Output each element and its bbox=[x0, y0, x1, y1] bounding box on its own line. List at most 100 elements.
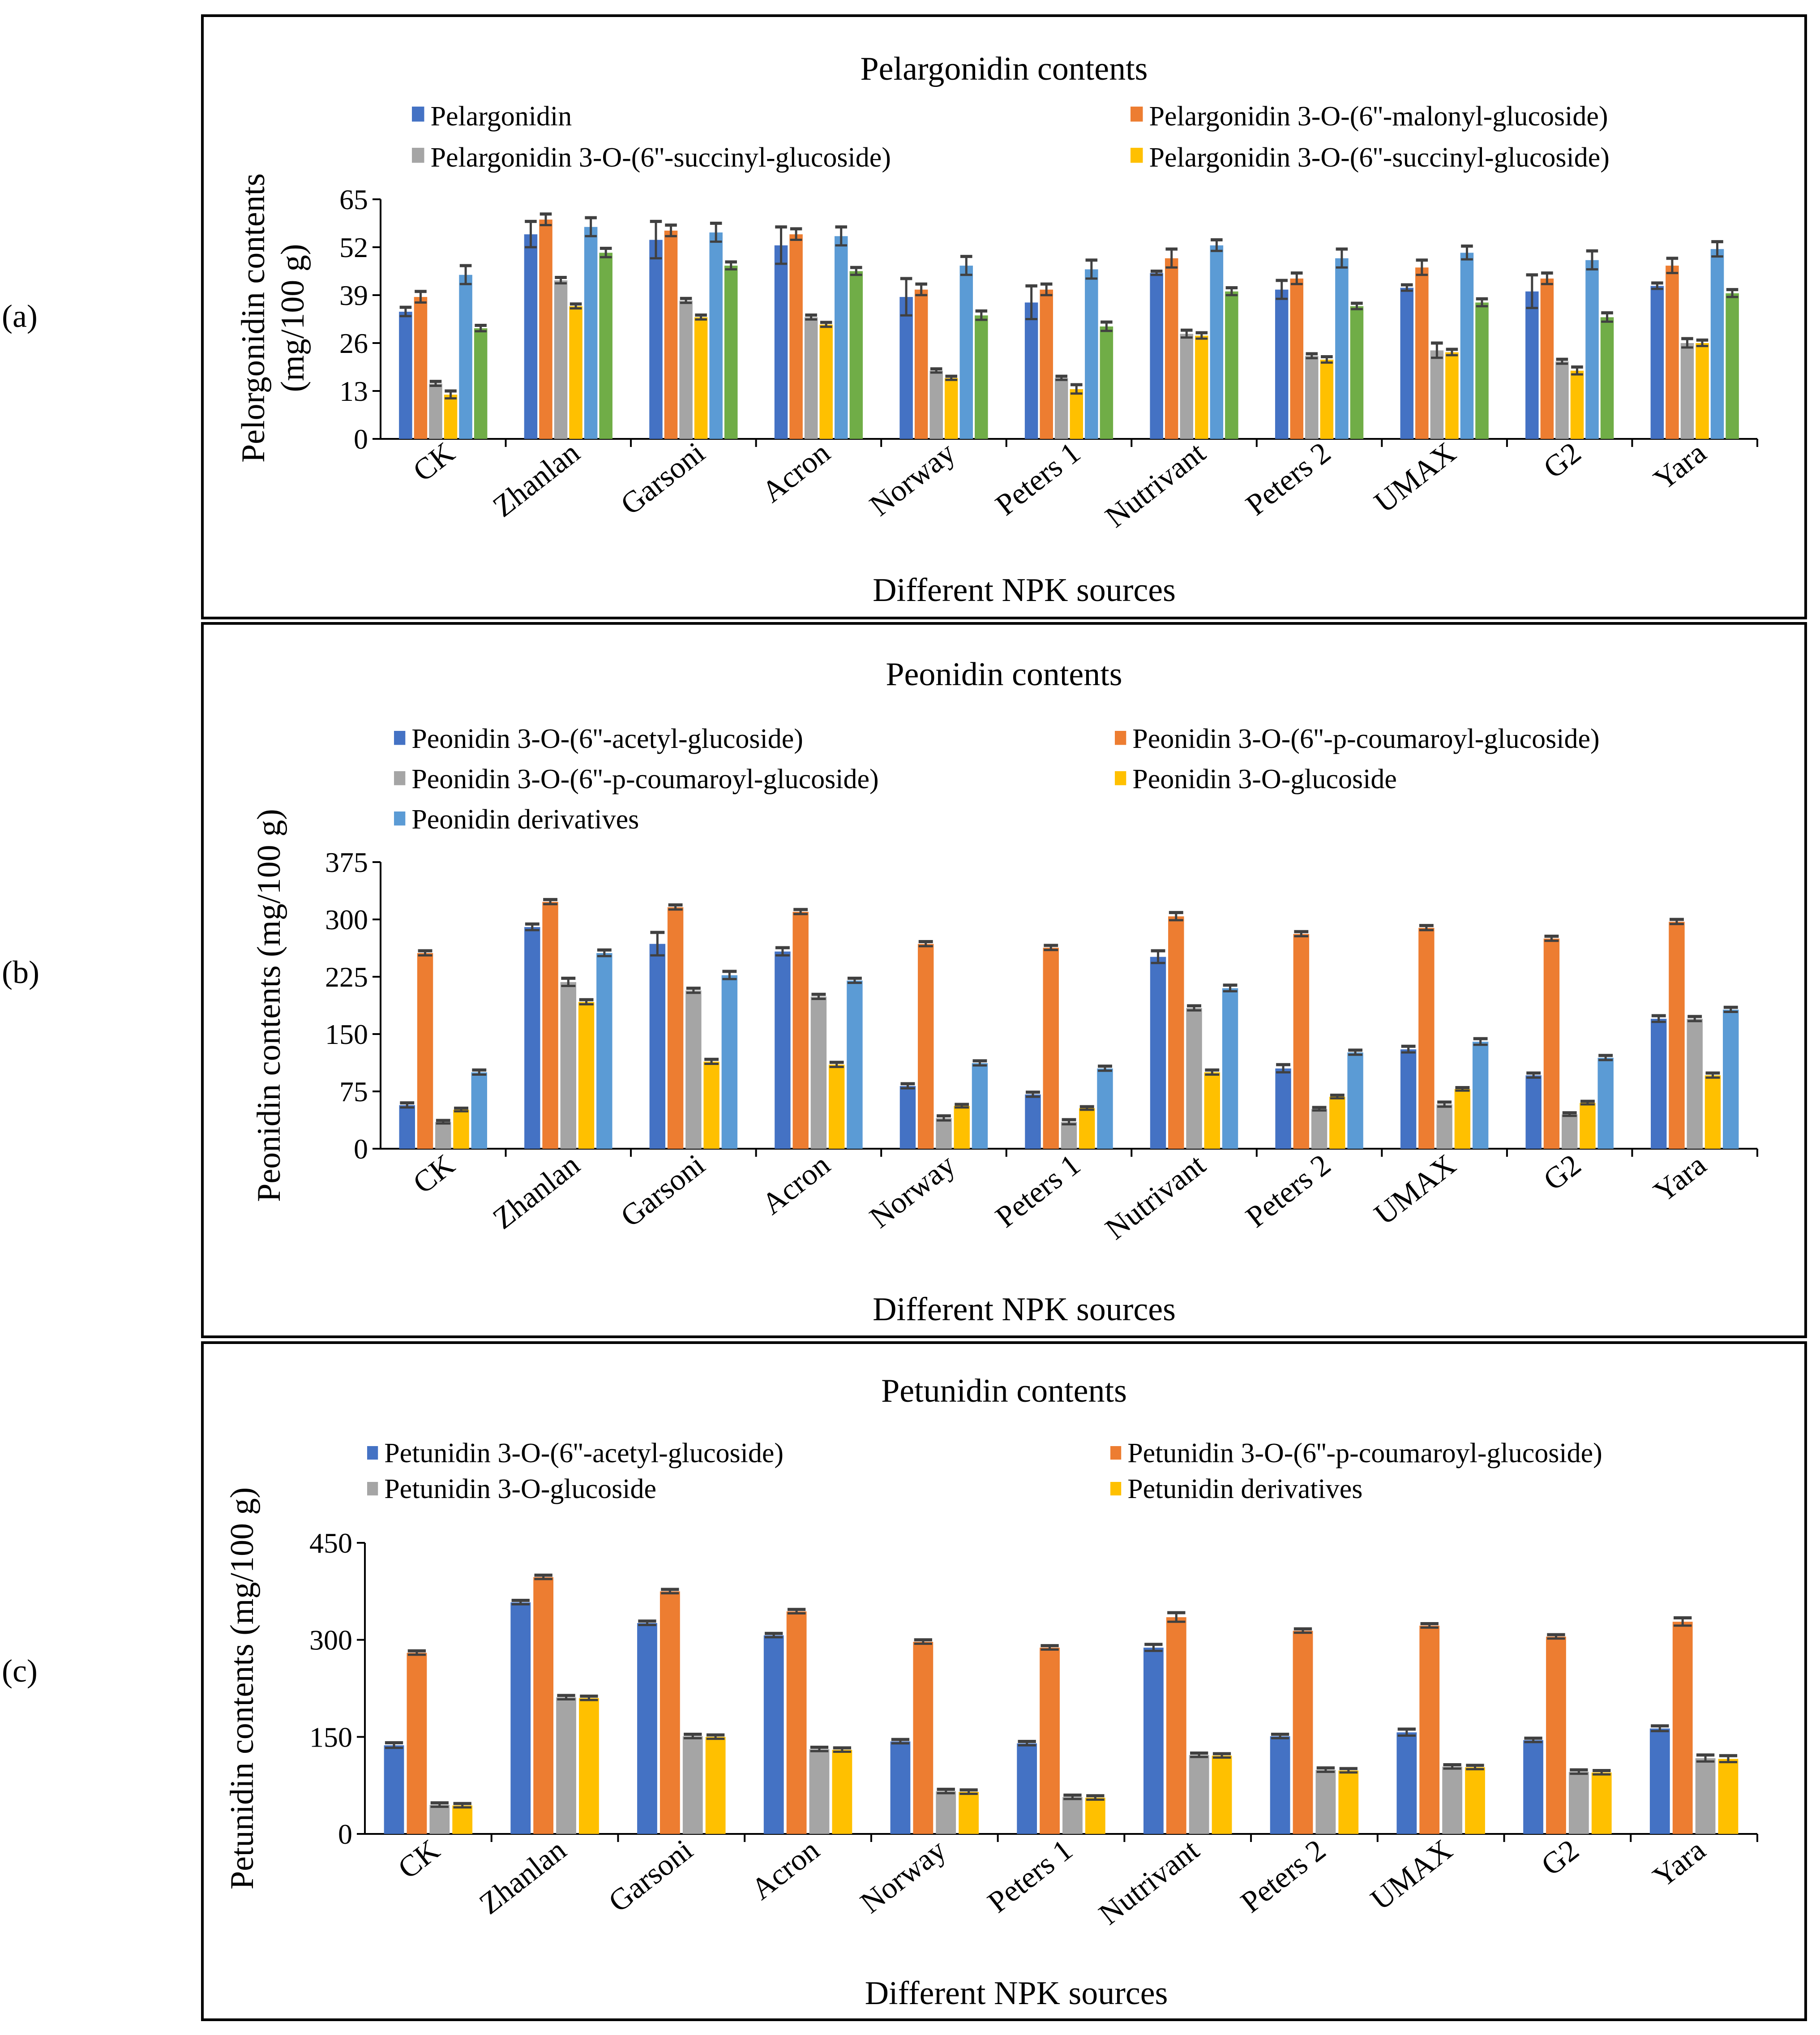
bar bbox=[917, 944, 934, 1149]
bar bbox=[1305, 356, 1319, 439]
y-tick-label: 75 bbox=[339, 1076, 368, 1108]
bar bbox=[936, 1791, 956, 1834]
y-tick-label: 150 bbox=[325, 1018, 368, 1050]
x-axis-label: Different NPK sources bbox=[865, 1975, 1168, 2012]
x-tick-label: Zhanlan bbox=[486, 1147, 586, 1236]
bar bbox=[1585, 260, 1599, 439]
bar bbox=[1687, 1018, 1703, 1149]
bar bbox=[1204, 1072, 1220, 1149]
bar bbox=[832, 1750, 852, 1834]
legend-swatch bbox=[1110, 1482, 1122, 1496]
legend-label: Peonidin 3-O-(6''-p-coumaroyl-glucoside) bbox=[411, 764, 878, 794]
bar bbox=[584, 227, 598, 439]
bar bbox=[1100, 326, 1113, 439]
bar bbox=[721, 975, 738, 1149]
bar bbox=[1275, 1068, 1291, 1149]
y-tick-label: 0 bbox=[354, 1133, 368, 1165]
legend-swatch bbox=[367, 1482, 378, 1496]
bar bbox=[929, 370, 943, 439]
y-axis-label-line: Pelorgonidin contents bbox=[235, 173, 272, 463]
bar bbox=[709, 232, 723, 439]
bar bbox=[399, 1105, 415, 1149]
bar bbox=[959, 1792, 979, 1834]
bar bbox=[569, 306, 582, 439]
bar bbox=[1293, 1631, 1313, 1834]
bar bbox=[1570, 370, 1584, 439]
bar bbox=[1666, 266, 1679, 439]
bar bbox=[724, 266, 738, 439]
y-tick-label: 39 bbox=[339, 279, 368, 311]
bar bbox=[452, 1805, 473, 1834]
bar bbox=[1726, 293, 1739, 439]
chart-frame bbox=[201, 14, 1807, 619]
bar bbox=[954, 1106, 970, 1149]
bar bbox=[1710, 249, 1724, 439]
panel-label-c: (c) bbox=[2, 1653, 38, 1689]
bar bbox=[804, 317, 818, 439]
bar bbox=[435, 1122, 451, 1149]
x-tick-label: UMAX bbox=[1368, 1147, 1462, 1232]
bar bbox=[1523, 1740, 1543, 1834]
bar bbox=[1546, 1636, 1566, 1834]
y-tick-label: 375 bbox=[325, 846, 368, 878]
legend-swatch bbox=[394, 811, 406, 826]
bar bbox=[1024, 302, 1038, 439]
bar bbox=[682, 1736, 703, 1834]
y-axis-label-line: (mg/100 g) bbox=[274, 244, 311, 392]
legend-label: Petunidin 3-O-glucoside bbox=[384, 1474, 656, 1504]
bar bbox=[786, 1611, 807, 1834]
x-tick-label: Peters 1 bbox=[989, 435, 1087, 522]
legend-label: Pelargonidin 3-O-(6''-succinyl-glucoside… bbox=[1149, 142, 1610, 173]
x-tick-label: Norway bbox=[854, 1833, 952, 1920]
bar bbox=[1275, 289, 1289, 439]
x-tick-label: Nutrivant bbox=[1099, 435, 1212, 534]
x-tick-label: Peters 1 bbox=[989, 1147, 1087, 1234]
x-tick-label: G2 bbox=[1537, 435, 1587, 485]
x-axis-label: Different NPK sources bbox=[873, 1291, 1176, 1328]
bar bbox=[407, 1653, 427, 1834]
bar bbox=[849, 271, 863, 439]
x-tick-label: Peters 2 bbox=[1239, 1147, 1337, 1234]
bar bbox=[399, 312, 412, 439]
x-tick-label: Peters 2 bbox=[1239, 435, 1337, 522]
bar bbox=[1180, 334, 1194, 439]
y-axis-label-line: Peonidin contents (mg/100 g) bbox=[251, 809, 287, 1202]
bar bbox=[539, 219, 552, 439]
bar bbox=[890, 1741, 911, 1834]
bar bbox=[1070, 389, 1083, 439]
legend-label: Peonidin derivatives bbox=[411, 804, 639, 835]
bar bbox=[649, 944, 666, 1149]
bar bbox=[834, 236, 848, 439]
bar bbox=[1543, 938, 1560, 1149]
bar bbox=[1085, 1798, 1105, 1834]
chart-title: Pelargonidin contents bbox=[861, 51, 1148, 87]
y-tick-label: 65 bbox=[339, 184, 368, 215]
bar bbox=[1143, 1648, 1164, 1834]
bar bbox=[1396, 1732, 1417, 1834]
bar bbox=[679, 301, 693, 439]
bar bbox=[1062, 1797, 1083, 1834]
legend-label: Petunidin 3-O-(6''-acetyl-glucoside) bbox=[384, 1438, 784, 1468]
x-tick-label: Zhanlan bbox=[486, 435, 586, 524]
bar bbox=[1350, 306, 1364, 439]
bar bbox=[414, 297, 428, 439]
bar bbox=[429, 383, 442, 439]
bar bbox=[1061, 1122, 1077, 1149]
bar bbox=[1445, 352, 1459, 439]
x-tick-label: Nutrivant bbox=[1092, 1833, 1205, 1931]
bar bbox=[1347, 1052, 1363, 1149]
bar bbox=[1680, 343, 1694, 439]
bar bbox=[1591, 1772, 1612, 1834]
bar bbox=[899, 297, 913, 439]
legend-label: Pelargonidin 3-O-(6''-malonyl-glucoside) bbox=[1149, 101, 1608, 132]
chart-title: Petunidin contents bbox=[881, 1373, 1127, 1409]
x-axis-label: Different NPK sources bbox=[873, 572, 1176, 609]
legend-label: Petunidin 3-O-(6''-p-coumaroyl-glucoside… bbox=[1127, 1438, 1602, 1468]
bar bbox=[1436, 1104, 1452, 1149]
bar bbox=[1025, 1094, 1041, 1149]
legend-swatch bbox=[367, 1446, 378, 1460]
bar bbox=[1600, 317, 1614, 439]
legend-swatch bbox=[1131, 148, 1143, 163]
legend-label: Peonidin 3-O-(6''-p-coumaroyl-glucoside) bbox=[1132, 724, 1599, 754]
bar bbox=[1580, 1103, 1596, 1149]
